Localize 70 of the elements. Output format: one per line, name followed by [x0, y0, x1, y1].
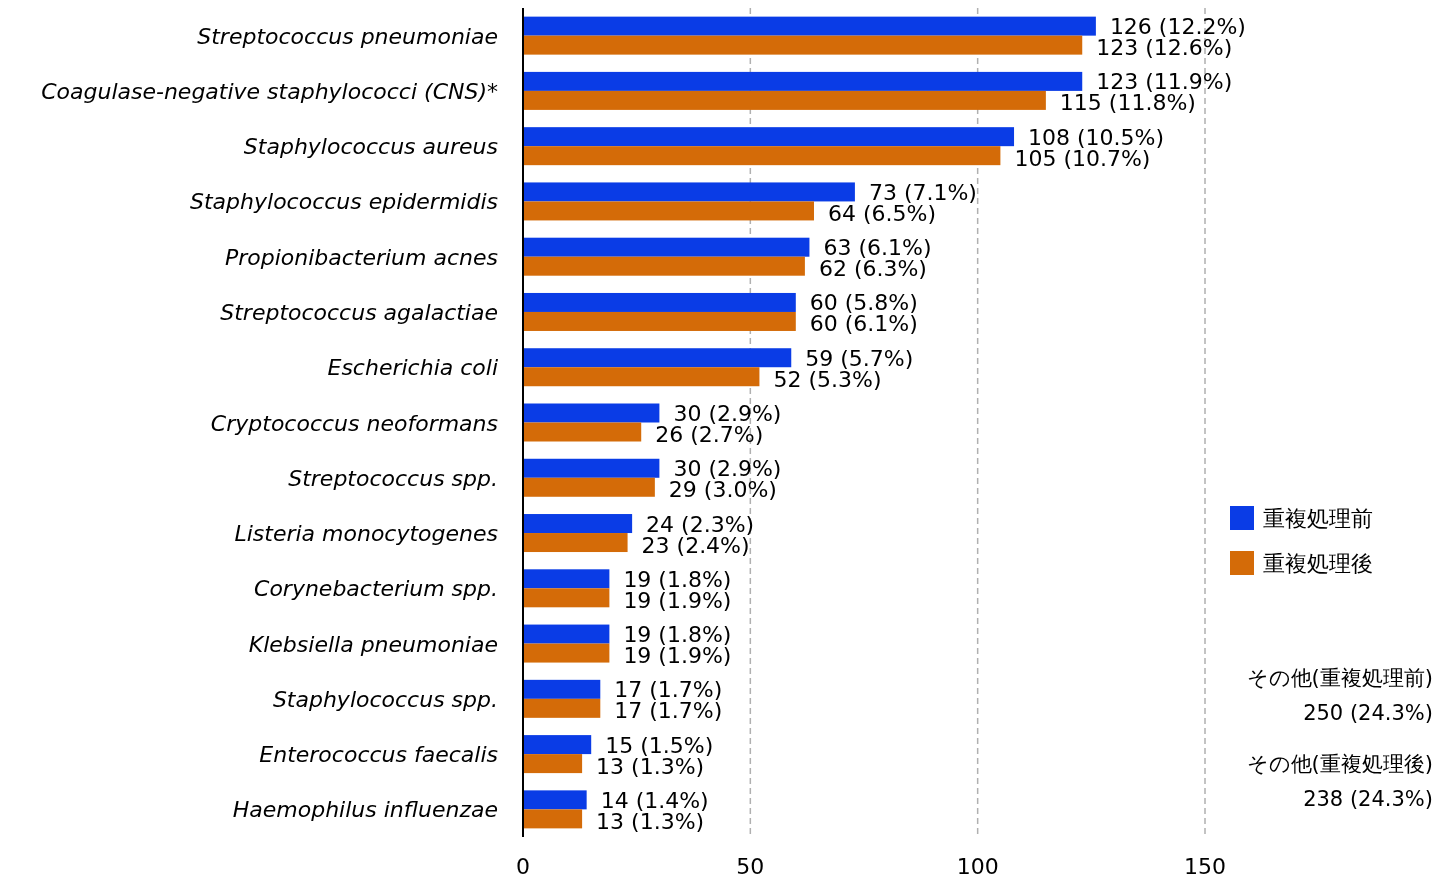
data-label: 60 (5.8%) [809, 290, 918, 316]
bar [523, 643, 610, 663]
bar [523, 569, 610, 589]
y-tick-label: Escherichia coli [327, 355, 498, 381]
legend-label: 重複処理後 [1263, 551, 1373, 576]
bar [523, 514, 633, 534]
y-tick-label: Streptococcus agalactiae [220, 299, 498, 325]
bar [523, 182, 855, 202]
bar [523, 71, 1083, 91]
bar [523, 127, 1015, 147]
bar [523, 533, 628, 553]
y-tick-label: Streptococcus spp. [288, 465, 498, 491]
bar [523, 422, 642, 442]
bar [523, 698, 601, 718]
bar [523, 458, 660, 478]
text: 250 (24.3%) [1303, 701, 1433, 725]
y-tick-label: Haemophilus influenzae [232, 797, 498, 823]
bar [523, 90, 1046, 110]
y-tick-label: Cryptococcus neoformans [210, 410, 498, 436]
y-tick-label: Klebsiella pneumoniae [248, 631, 498, 657]
y-tick-label: Corynebacterium spp. [254, 576, 498, 602]
bar [523, 35, 1083, 55]
y-tick-label: Staphylococcus spp. [272, 686, 498, 712]
text: その他(重複処理前) [1246, 666, 1433, 690]
bar [523, 588, 610, 608]
y-tick-label: Propionibacterium acnes [224, 244, 498, 270]
y-tick-label: Streptococcus pneumoniae [197, 23, 498, 49]
bar [523, 679, 601, 699]
bar [523, 237, 810, 257]
data-label: 19 (1.8%) [623, 566, 732, 592]
data-label: 17 (1.7%) [614, 677, 723, 703]
y-tick-label: Enterococcus faecalis [259, 742, 498, 768]
data-label: 30 (2.9%) [673, 401, 782, 426]
bar [523, 201, 814, 221]
bar [523, 292, 796, 312]
y-tick-label: Coagulase-negative staphylococci (CNS)* [41, 78, 498, 104]
bar [523, 256, 805, 276]
x-tick-label: 150 [1184, 854, 1226, 877]
bar [523, 146, 1001, 166]
data-label: 19 (1.8%) [623, 622, 732, 648]
bar [523, 809, 583, 829]
bar [523, 790, 587, 810]
text: その他(重複処理後) [1246, 752, 1433, 776]
text: 238 (24.3%) [1303, 787, 1433, 811]
bar [523, 367, 760, 387]
bar [523, 348, 792, 368]
data-label: 126 (12.2%) [1109, 14, 1246, 40]
data-label: 30 (2.9%) [673, 456, 782, 482]
bar [523, 754, 583, 774]
y-tick-label: Staphylococcus aureus [243, 134, 498, 160]
data-label: 123 (11.9%) [1096, 69, 1233, 95]
bar [523, 624, 610, 644]
legend-label: 重複処理前 [1263, 506, 1373, 531]
bar [523, 735, 592, 755]
data-label: 73 (7.1%) [868, 179, 977, 205]
x-tick-label: 50 [736, 854, 765, 877]
data-label: 108 (10.5%) [1028, 124, 1165, 150]
bar [523, 311, 796, 331]
data-label: 63 (6.1%) [823, 235, 932, 261]
x-tick-label: 0 [516, 854, 530, 877]
data-label: 15 (1.5%) [605, 732, 714, 758]
data-label: 14 (1.4%) [600, 787, 709, 813]
bar [523, 403, 660, 423]
y-tick-label: Staphylococcus epidermidis [190, 189, 498, 215]
bar [523, 477, 655, 497]
bar [523, 16, 1096, 36]
data-label: 59 (5.7%) [805, 345, 914, 371]
x-tick-label: 100 [956, 854, 999, 877]
data-label: 24 (2.3%) [646, 511, 755, 537]
y-tick-label: Listeria monocytogenes [234, 521, 498, 547]
